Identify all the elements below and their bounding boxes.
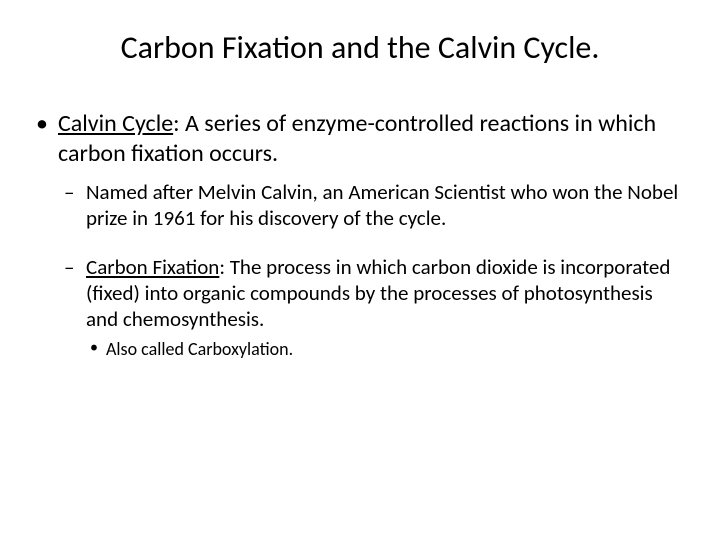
slide-title: Carbon Fixation and the Calvin Cycle.: [0, 0, 720, 77]
slide: Carbon Fixation and the Calvin Cycle. Ca…: [0, 0, 720, 540]
term-calvin-cycle: Calvin Cycle: [58, 109, 173, 138]
bullet-lvl2-carbon-fixation: Carbon Fixation: The process in which ca…: [60, 254, 686, 333]
slide-content: Calvin Cycle: A series of enzyme-control…: [0, 77, 720, 361]
text-named-after: Named after Melvin Calvin, an American S…: [86, 179, 678, 231]
text-carboxylation: Also called Carboxylation.: [106, 338, 293, 360]
term-carbon-fixation: Carbon Fixation: [86, 254, 219, 280]
bullet-lvl2-named-after: Named after Melvin Calvin, an American S…: [60, 179, 686, 232]
bullet-lvl3-carboxylation: Also called Carboxylation.: [86, 338, 686, 361]
bullet-lvl1: Calvin Cycle: A series of enzyme-control…: [34, 109, 686, 169]
